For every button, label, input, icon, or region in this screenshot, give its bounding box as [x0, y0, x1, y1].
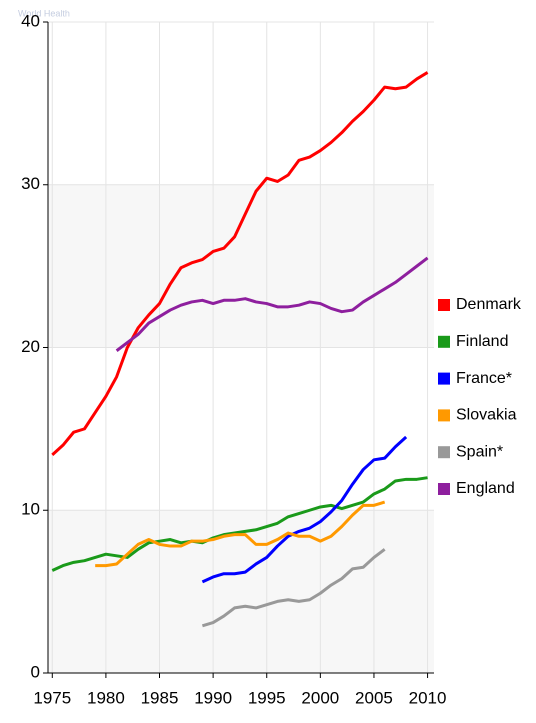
series-line [115, 256, 429, 352]
y-tick-label: 20 [21, 337, 40, 356]
legend-label: England [456, 480, 515, 497]
legend-swatch [438, 372, 450, 385]
series-line [201, 548, 386, 628]
legend-label: Denmark [456, 296, 522, 313]
y-tick-label: 0 [31, 662, 40, 681]
x-tick-label: 2000 [301, 688, 339, 707]
x-tick-label: 1990 [194, 688, 232, 707]
legend-label: Spain* [456, 443, 503, 460]
legend-label: Slovakia [456, 407, 517, 424]
legend-label: France* [456, 370, 512, 387]
legend-swatch [438, 409, 450, 422]
watermark: World Health [18, 8, 70, 18]
x-tick-label: 1995 [248, 688, 286, 707]
legend-swatch [438, 335, 450, 348]
legend-swatch [438, 299, 450, 311]
x-tick-label: 2005 [355, 688, 393, 707]
x-tick-label: 2010 [409, 688, 447, 707]
series-line [95, 500, 386, 568]
y-tick-label: 30 [21, 174, 40, 193]
legend-swatch [438, 483, 450, 495]
y-tick-label: 40 [21, 11, 40, 30]
x-tick-label: 1980 [87, 688, 125, 707]
band [48, 184, 434, 348]
legend-label: Finland [456, 333, 508, 350]
legend-swatch [438, 446, 450, 459]
band [48, 510, 434, 673]
y-tick-label: 10 [21, 500, 40, 519]
series-line [51, 476, 428, 572]
series-line [51, 71, 429, 457]
x-tick-label: 1975 [33, 688, 71, 707]
x-tick-label: 1985 [141, 688, 179, 707]
series-line [201, 435, 408, 584]
